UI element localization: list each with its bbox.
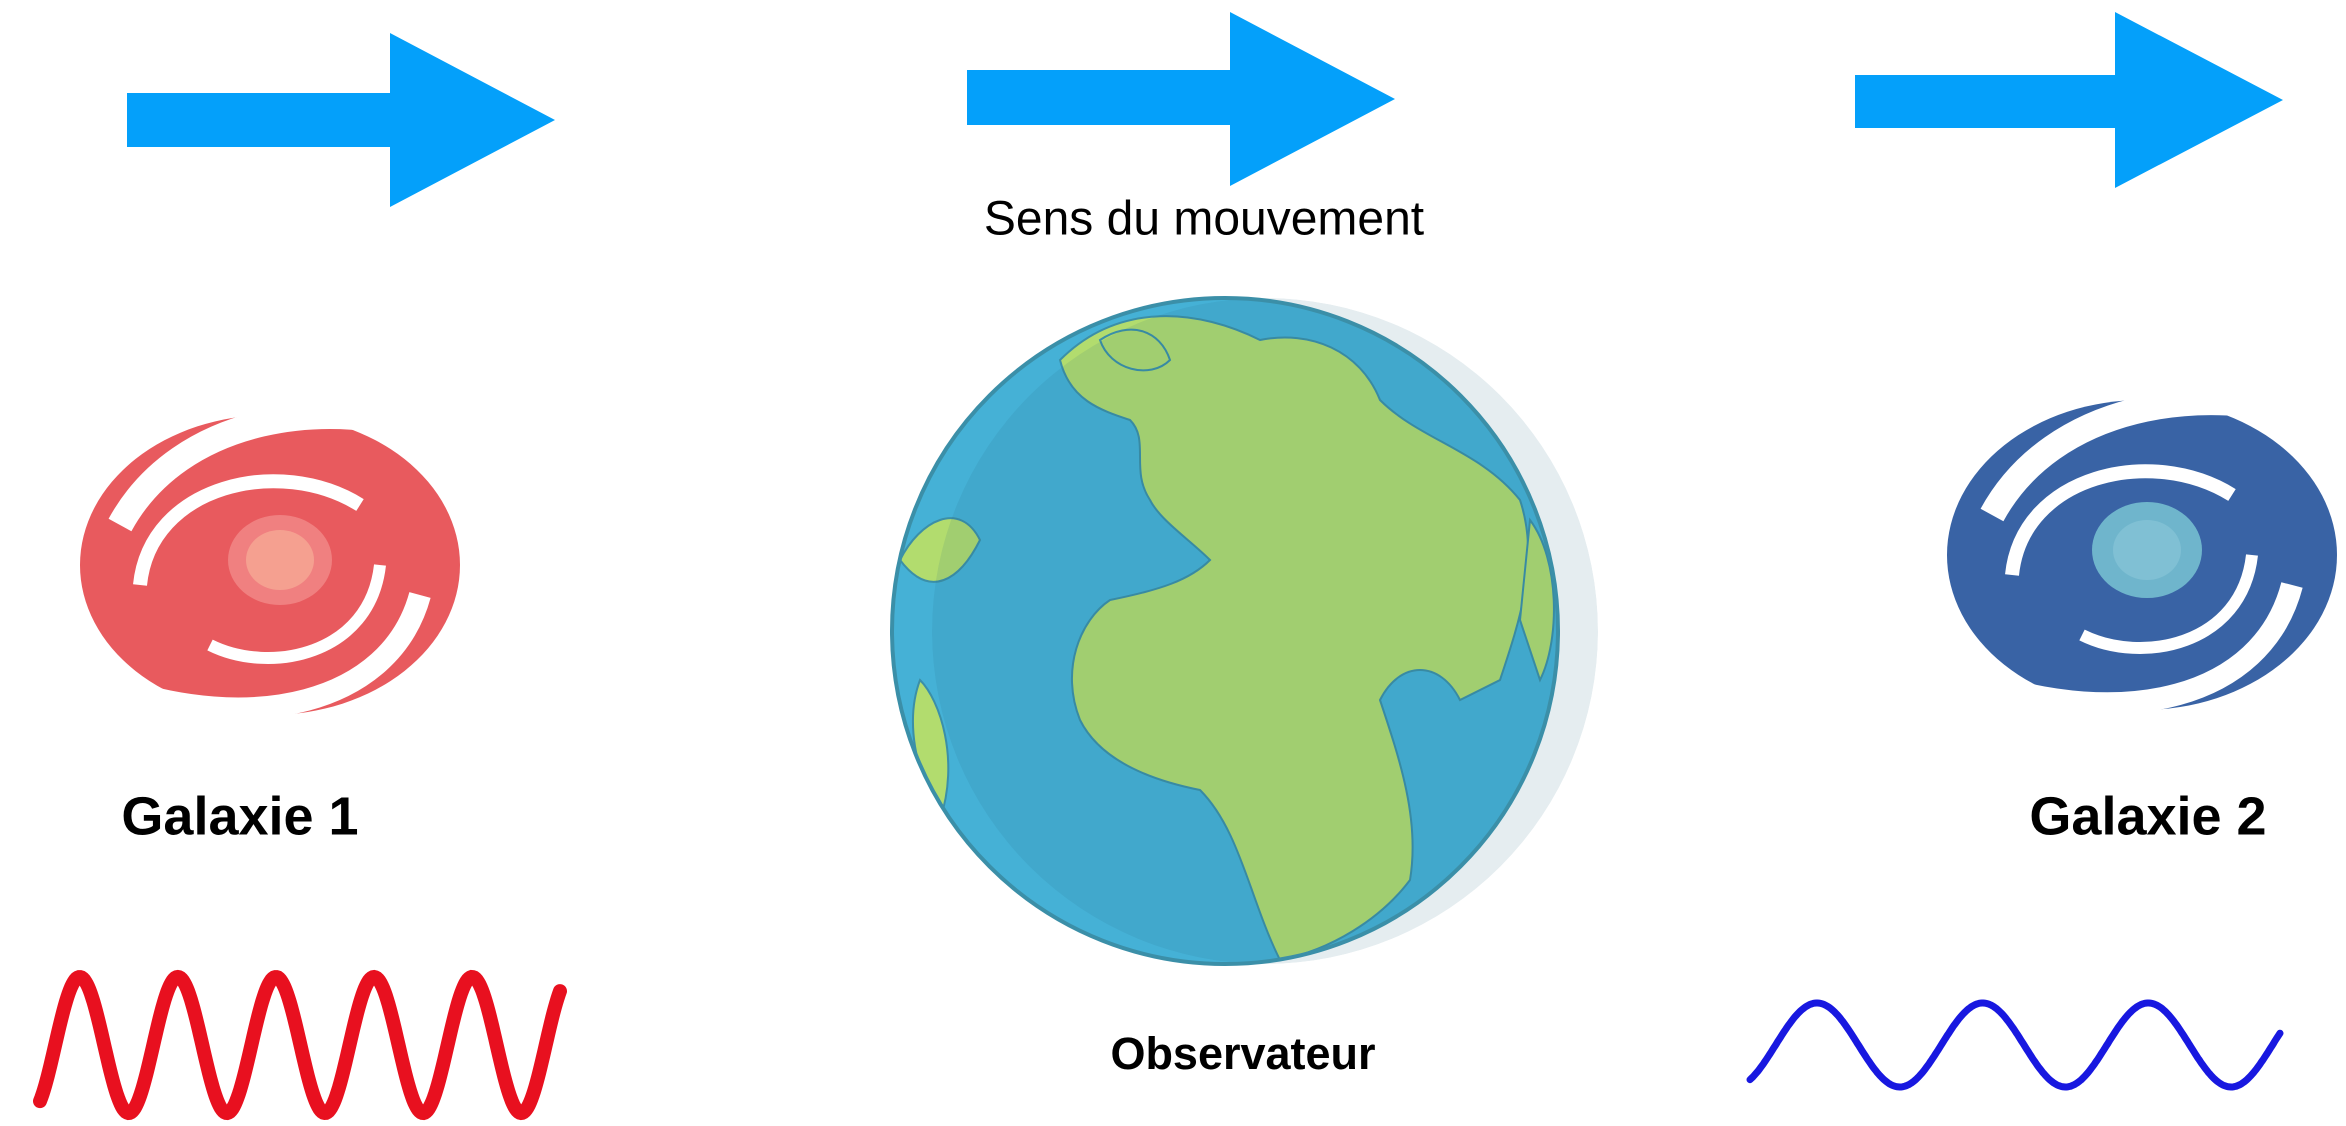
galaxy-red — [80, 415, 460, 715]
motion-arrows — [127, 12, 2283, 207]
galaxy-blue — [1947, 400, 2337, 710]
arrow — [967, 12, 1395, 186]
diagram: Sens du mouvement Galaxie 1 Ga — [0, 0, 2346, 1126]
galaxy-1-label: Galaxie 1 — [121, 786, 358, 846]
galaxy-2-label: Galaxie 2 — [2029, 786, 2266, 846]
redshift-wave — [40, 977, 560, 1113]
earth — [892, 298, 1598, 964]
arrow — [1855, 12, 2283, 188]
observer-label: Observateur — [1110, 1028, 1375, 1079]
page: Sens du mouvement Galaxie 1 Ga — [0, 0, 2346, 1126]
blueshift-wave — [1750, 1003, 2280, 1087]
arrow — [127, 33, 555, 207]
motion-label: Sens du mouvement — [984, 193, 1424, 246]
